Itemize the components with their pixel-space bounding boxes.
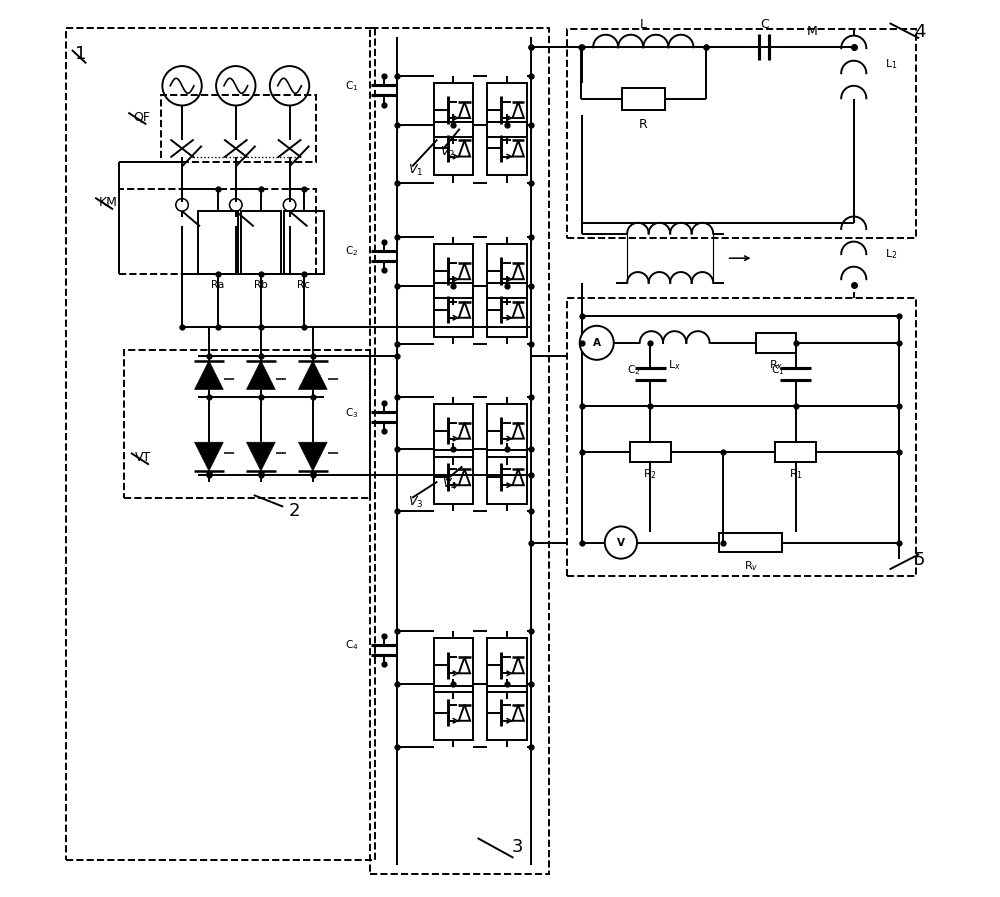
Text: C: C — [760, 18, 769, 31]
Text: R: R — [639, 118, 648, 131]
Text: 4: 4 — [914, 23, 925, 41]
Bar — [434, 122, 473, 175]
Text: C$_2$: C$_2$ — [627, 362, 640, 377]
Bar — [487, 450, 527, 504]
Text: Ra: Ra — [211, 280, 225, 290]
Text: L$_1$: L$_1$ — [885, 57, 898, 71]
Polygon shape — [195, 361, 223, 389]
Text: M: M — [806, 24, 817, 38]
Text: R$_2$: R$_2$ — [643, 467, 657, 482]
Polygon shape — [298, 442, 327, 471]
Bar — [434, 404, 473, 457]
Bar — [434, 450, 473, 504]
Text: V$_3$: V$_3$ — [408, 494, 423, 509]
Text: 3: 3 — [512, 838, 524, 856]
Text: C$_2$: C$_2$ — [345, 245, 358, 258]
Text: R$_v$: R$_v$ — [744, 559, 758, 572]
Bar — [434, 283, 473, 336]
Text: L: L — [640, 18, 647, 31]
Text: C$_1$: C$_1$ — [345, 79, 358, 92]
Text: KM: KM — [99, 196, 118, 209]
Text: L$_x$: L$_x$ — [668, 358, 681, 372]
Bar — [161, 95, 316, 161]
Bar — [434, 244, 473, 298]
Text: QF: QF — [133, 110, 150, 124]
Text: R$_x$: R$_x$ — [769, 358, 783, 372]
Bar — [567, 30, 916, 238]
Bar — [487, 404, 527, 457]
Bar — [487, 639, 527, 692]
Bar — [119, 188, 316, 274]
Polygon shape — [247, 361, 275, 389]
Bar — [567, 298, 916, 576]
Polygon shape — [298, 361, 327, 389]
Bar — [775, 442, 816, 462]
Text: Rb: Rb — [254, 280, 268, 290]
Bar — [434, 686, 473, 739]
Bar — [487, 122, 527, 175]
Text: C$_3$: C$_3$ — [345, 405, 358, 420]
Bar — [487, 83, 527, 137]
Bar — [630, 442, 671, 462]
Bar — [434, 639, 473, 692]
Bar — [756, 333, 796, 353]
Bar — [241, 211, 281, 274]
Bar — [487, 283, 527, 336]
Text: VT: VT — [135, 451, 151, 464]
Bar — [487, 244, 527, 298]
Bar — [66, 28, 375, 860]
Polygon shape — [195, 442, 223, 471]
Bar — [124, 350, 370, 498]
Text: C$_4$: C$_4$ — [345, 639, 358, 652]
Bar — [198, 211, 238, 274]
Text: 5: 5 — [914, 552, 925, 570]
Bar — [434, 83, 473, 137]
Bar — [622, 88, 665, 110]
Text: 1: 1 — [75, 46, 86, 64]
Text: V$_1$: V$_1$ — [408, 163, 423, 179]
Text: 2: 2 — [288, 502, 300, 520]
Text: Rc: Rc — [297, 280, 310, 290]
Text: R$_1$: R$_1$ — [789, 467, 803, 482]
Text: A: A — [593, 338, 601, 348]
Circle shape — [580, 326, 614, 360]
Bar — [719, 533, 782, 553]
Text: V: V — [617, 537, 625, 547]
Bar — [487, 686, 527, 739]
Text: L$_2$: L$_2$ — [885, 248, 898, 261]
Text: C$_1$: C$_1$ — [771, 362, 785, 377]
Circle shape — [605, 527, 637, 559]
Bar — [284, 211, 324, 274]
Text: V$_4$: V$_4$ — [442, 477, 457, 492]
Polygon shape — [247, 442, 275, 471]
Text: V$_2$: V$_2$ — [440, 145, 455, 161]
Bar — [370, 28, 549, 874]
